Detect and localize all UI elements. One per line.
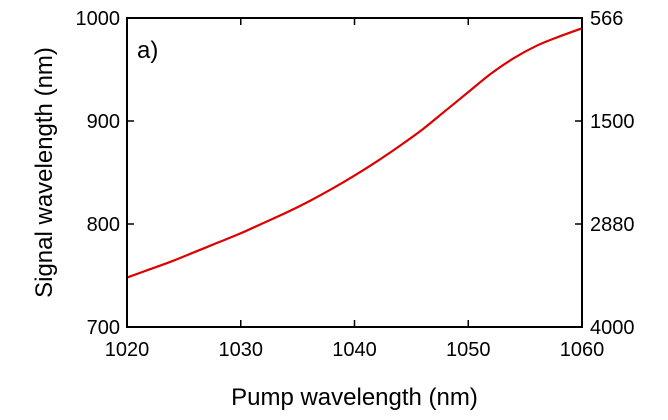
x-tick-label: 1060: [560, 339, 605, 361]
y-tick-label: 800: [87, 214, 120, 236]
y-tick-label: 1000: [76, 8, 121, 30]
x-tick-label: 1030: [219, 339, 264, 361]
right-axis-tick-label: 566: [590, 8, 623, 30]
x-tick-label: 1050: [446, 339, 491, 361]
x-tick-label: 1020: [105, 339, 150, 361]
series-line: [125, 27, 584, 279]
right-axis-tick-label: 1500: [590, 111, 635, 133]
axis-ticks: [126, 17, 583, 328]
right-axis-tick-label: 4000: [590, 317, 635, 339]
y-axis-title: Signal wavelength (nm): [31, 47, 58, 298]
plot-frame: [126, 17, 583, 328]
right-axis-tick-label: 2880: [590, 214, 635, 236]
panel-annotation: a): [137, 37, 158, 64]
x-axis-title: Pump wavelength (nm): [231, 384, 478, 411]
tick-labels: 1020 1030 1040 1050 1060 700 800 900 1000 566 1500…: [76, 8, 635, 361]
x-tick-label: 1040: [332, 339, 377, 361]
y-tick-label: 900: [87, 111, 120, 133]
y-tick-label: 700: [87, 317, 120, 339]
